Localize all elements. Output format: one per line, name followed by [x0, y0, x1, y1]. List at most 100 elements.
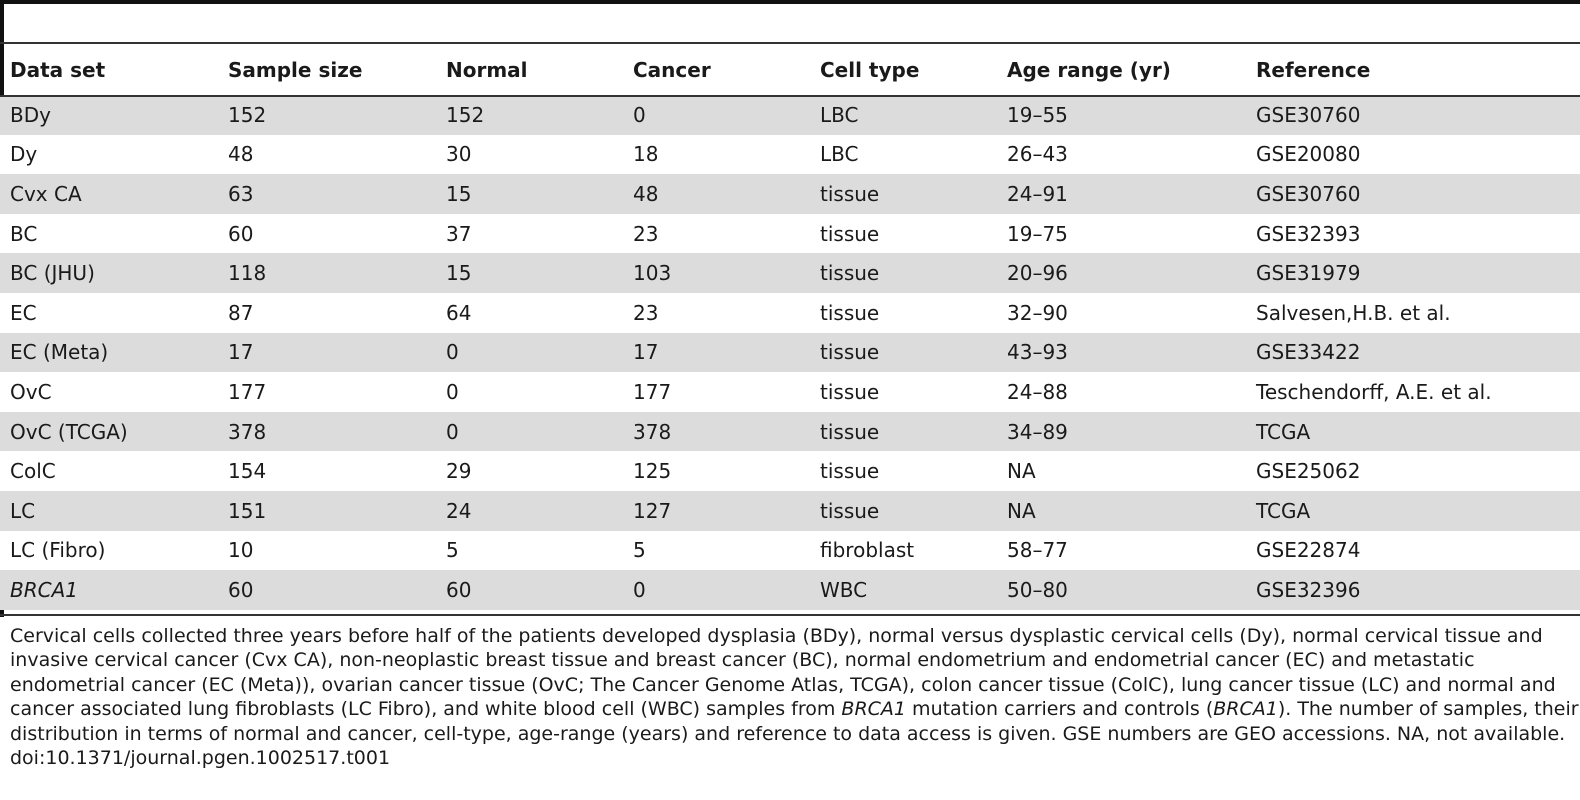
- cell-cancer: 125: [623, 451, 810, 491]
- cell-cell-type: fibroblast: [810, 530, 997, 571]
- cell-reference: GSE33422: [1246, 332, 1580, 373]
- table-row: Cvx CA 63 15 48 tissue 24–91 GSE30760: [0, 174, 1580, 214]
- table-row: EC 87 64 23 tissue 32–90 Salvesen,H.B. e…: [0, 292, 1580, 333]
- cell-data-set: OvC: [0, 372, 218, 412]
- cell-data-set: BC: [0, 213, 218, 254]
- cell-reference: GSE32396: [1246, 570, 1580, 610]
- cell-normal: 5: [436, 530, 623, 571]
- cell-data-set: BRCA1: [0, 570, 218, 610]
- cell-reference: GSE32393: [1246, 213, 1580, 254]
- header-cancer: Cancer: [633, 57, 711, 82]
- cell-reference: GSE30760: [1246, 174, 1580, 214]
- cell-normal: 24: [436, 490, 623, 531]
- table-row: LC (Fibro) 10 5 5 fibroblast 58–77 GSE22…: [0, 530, 1580, 571]
- header-normal: Normal: [446, 57, 528, 82]
- cell-cancer: 127: [623, 490, 810, 531]
- cell-cell-type: tissue: [810, 372, 997, 412]
- cell-sample-size: 87: [218, 292, 436, 333]
- cell-cancer: 23: [623, 213, 810, 254]
- cell-sample-size: 60: [218, 570, 436, 610]
- table-bottom-rule: [0, 614, 1580, 616]
- cell-reference: TCGA: [1246, 411, 1580, 452]
- table-caption: Cervical cells collected three years bef…: [10, 624, 1580, 770]
- cell-age-range: 50–80: [997, 570, 1246, 610]
- cell-sample-size: 177: [218, 372, 436, 412]
- cell-normal: 15: [436, 174, 623, 214]
- cell-cell-type: tissue: [810, 411, 997, 452]
- cell-cancer: 0: [623, 95, 810, 135]
- cell-normal: 30: [436, 134, 623, 175]
- cell-sample-size: 10: [218, 530, 436, 571]
- cell-normal: 0: [436, 411, 623, 452]
- cell-cell-type: WBC: [810, 570, 997, 610]
- cell-data-set: OvC (TCGA): [0, 411, 218, 452]
- cell-age-range: 20–96: [997, 253, 1246, 293]
- cell-reference: GSE25062: [1246, 451, 1580, 491]
- table-row: BC 60 37 23 tissue 19–75 GSE32393: [0, 213, 1580, 254]
- cell-cell-type: tissue: [810, 213, 997, 254]
- header-age-range: Age range (yr): [1007, 57, 1171, 82]
- cell-data-set: ColC: [0, 451, 218, 491]
- cell-age-range: 19–75: [997, 213, 1246, 254]
- cell-sample-size: 152: [218, 95, 436, 135]
- cell-data-set: BDy: [0, 95, 218, 135]
- cell-cancer: 17: [623, 332, 810, 373]
- caption-italic-2: BRCA1: [1213, 698, 1278, 721]
- cell-normal: 29: [436, 451, 623, 491]
- cell-reference: GSE22874: [1246, 530, 1580, 571]
- cell-normal: 0: [436, 372, 623, 412]
- cell-age-range: 26–43: [997, 134, 1246, 175]
- table-row: LC 151 24 127 tissue NA TCGA: [0, 490, 1580, 531]
- cell-age-range: 32–90: [997, 292, 1246, 333]
- cell-reference: GSE30760: [1246, 95, 1580, 135]
- cell-data-set: EC: [0, 292, 218, 333]
- cell-normal: 60: [436, 570, 623, 610]
- cell-age-range: 19–55: [997, 95, 1246, 135]
- cell-age-range: NA: [997, 490, 1246, 531]
- data-table: Data set Sample size Normal Cancer Cell …: [0, 44, 1580, 610]
- cell-cancer: 0: [623, 570, 810, 610]
- cell-cancer: 378: [623, 411, 810, 452]
- header-top-rule: [0, 42, 1580, 44]
- cell-data-set: BC (JHU): [0, 253, 218, 293]
- table-row: EC (Meta) 17 0 17 tissue 43–93 GSE33422: [0, 332, 1580, 373]
- caption-part-2: mutation carriers and controls (: [906, 698, 1214, 721]
- table-row: OvC (TCGA) 378 0 378 tissue 34–89 TCGA: [0, 411, 1580, 452]
- doi-text: doi:10.1371/journal.pgen.1002517.t001: [10, 747, 391, 770]
- header-bottom-rule: [0, 95, 1580, 97]
- cell-normal: 152: [436, 95, 623, 135]
- cell-reference: Salvesen,H.B. et al.: [1246, 292, 1580, 333]
- cell-cell-type: tissue: [810, 451, 997, 491]
- cell-data-set: EC (Meta): [0, 332, 218, 373]
- cell-data-set: LC: [0, 490, 218, 531]
- cell-reference: TCGA: [1246, 490, 1580, 531]
- cell-data-set: LC (Fibro): [0, 530, 218, 571]
- cell-cell-type: tissue: [810, 292, 997, 333]
- cell-data-set: Dy: [0, 134, 218, 175]
- top-rule: [0, 0, 1580, 4]
- cell-cancer: 23: [623, 292, 810, 333]
- caption-text: Cervical cells collected three years bef…: [10, 624, 1580, 746]
- cell-cell-type: LBC: [810, 134, 997, 175]
- cell-age-range: 34–89: [997, 411, 1246, 452]
- header-cell-type: Cell type: [820, 57, 920, 82]
- cell-reference: GSE20080: [1246, 134, 1580, 175]
- cell-reference: GSE31979: [1246, 253, 1580, 293]
- cell-cancer: 5: [623, 530, 810, 571]
- table-row: BC (JHU) 118 15 103 tissue 20–96 GSE3197…: [0, 253, 1580, 293]
- cell-reference: Teschendorff, A.E. et al.: [1246, 372, 1580, 412]
- cell-cell-type: tissue: [810, 174, 997, 214]
- cell-sample-size: 60: [218, 213, 436, 254]
- table-row: BRCA1 60 60 0 WBC 50–80 GSE32396: [0, 570, 1580, 610]
- header-sample-size: Sample size: [228, 57, 363, 82]
- cell-cancer: 177: [623, 372, 810, 412]
- cell-age-range: 24–91: [997, 174, 1246, 214]
- table-row: Dy 48 30 18 LBC 26–43 GSE20080: [0, 134, 1580, 175]
- cell-sample-size: 378: [218, 411, 436, 452]
- cell-sample-size: 17: [218, 332, 436, 373]
- cell-sample-size: 118: [218, 253, 436, 293]
- cell-cancer: 103: [623, 253, 810, 293]
- cell-sample-size: 154: [218, 451, 436, 491]
- header-data-set: Data set: [10, 57, 106, 82]
